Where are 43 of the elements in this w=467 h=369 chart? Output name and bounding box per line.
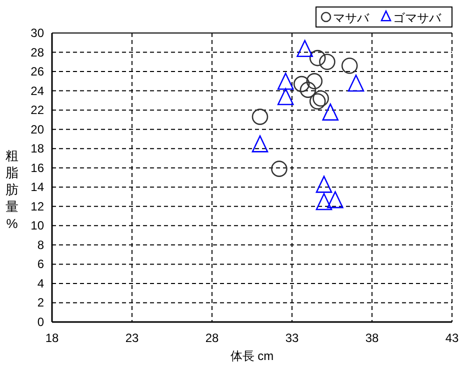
- legend-label: ゴマサバ: [393, 11, 442, 25]
- y-tick-label: 28: [30, 45, 44, 60]
- y-tick-label: 20: [30, 122, 44, 136]
- x-tick-label: 38: [365, 331, 379, 345]
- x-tick-label: 28: [205, 331, 219, 345]
- x-tick-label: 33: [285, 331, 299, 345]
- y-tick-label: 10: [30, 218, 44, 233]
- y-tick-label: 12: [30, 199, 44, 214]
- point: [252, 135, 268, 152]
- point: [327, 191, 344, 208]
- y-tick-label: 16: [30, 160, 44, 175]
- point: [348, 74, 364, 92]
- y-tick-label: 24: [30, 84, 44, 98]
- x-tick-label: 23: [125, 331, 139, 345]
- point: [309, 50, 326, 66]
- y-tick-label: 14: [30, 180, 44, 194]
- y-tick-label: 6: [37, 257, 44, 272]
- point: [316, 176, 332, 193]
- point: [306, 73, 323, 90]
- point: [312, 90, 329, 107]
- point: [300, 82, 316, 98]
- x-axis-title: 体長 cm: [230, 349, 274, 363]
- y-tick-label: 30: [30, 26, 44, 40]
- y-tick-label: 26: [30, 64, 44, 79]
- y-axis-title: 粗脂肪量%: [6, 148, 18, 231]
- y-tick-label: 4: [37, 276, 44, 290]
- point: [319, 54, 336, 70]
- legend-label: マサバ: [333, 11, 370, 25]
- point: [252, 108, 268, 125]
- x-tick-label: 43: [445, 331, 459, 345]
- point: [277, 72, 294, 90]
- point: [341, 58, 358, 74]
- point: [322, 104, 339, 121]
- point: [309, 93, 326, 110]
- point: [271, 160, 288, 177]
- y-tick-label: 18: [30, 142, 44, 156]
- point: [293, 76, 310, 92]
- point: [277, 88, 294, 106]
- y-tick-label: 22: [30, 103, 44, 118]
- y-tick-label: 8: [37, 238, 44, 252]
- point: [316, 193, 332, 210]
- y-tick-label: 2: [37, 296, 44, 310]
- y-tick-label: 0: [37, 315, 44, 329]
